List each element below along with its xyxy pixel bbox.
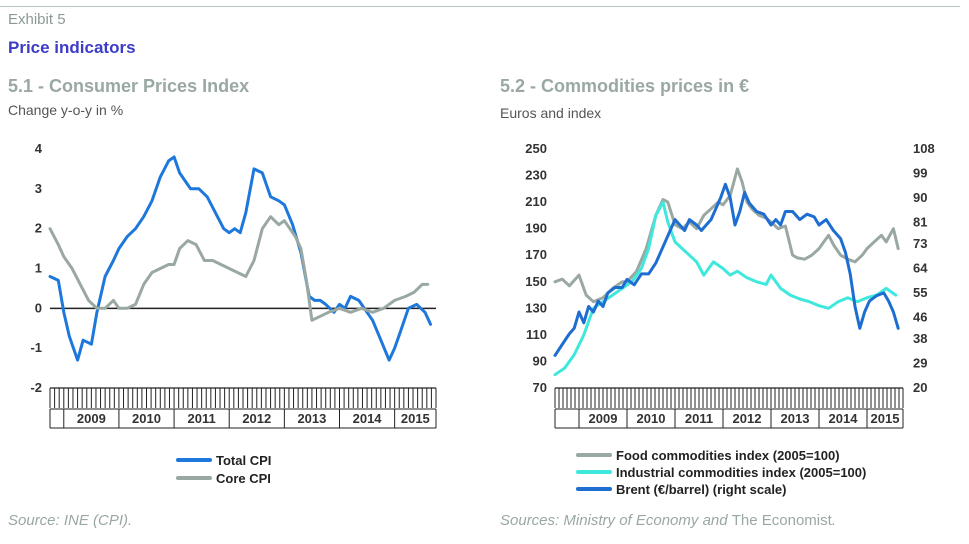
exhibit-title: Price indicators: [8, 38, 136, 57]
year-label: 2010: [637, 411, 666, 426]
legend-label: Core CPI: [216, 471, 271, 486]
y2-tick-label: 90: [913, 190, 927, 205]
y2-tick-label: 20: [913, 380, 927, 395]
y-tick-label: 190: [525, 221, 547, 236]
legend-label: Brent (€/barrel) (right scale): [616, 482, 787, 497]
y2-tick-label: 46: [913, 309, 927, 324]
year-label: 2013: [781, 411, 810, 426]
y2-tick-label: 108: [913, 141, 935, 156]
series-line-1: [48, 215, 430, 322]
series-line-1: [553, 200, 898, 377]
y-tick-label: 1: [35, 261, 42, 276]
legend-label: Food commodities index (2005=100): [616, 448, 840, 463]
year-label: 2011: [685, 411, 713, 426]
panel1-subtitle: Change y-o-y in %: [8, 102, 124, 118]
panel2-subtitle: Euros and index: [500, 105, 602, 121]
panel2-title: 5.2 - Commodities prices in €: [500, 76, 750, 96]
year-label: 2011: [188, 411, 216, 426]
y-tick-label: -1: [30, 340, 42, 355]
y-tick-label: 150: [525, 274, 547, 289]
y-tick-label: 250: [525, 141, 547, 156]
y-tick-label: -2: [30, 380, 42, 395]
y2-tick-label: 64: [913, 261, 928, 276]
year-label: 2015: [401, 411, 430, 426]
year-label: 2015: [871, 411, 900, 426]
legend-label: Industrial commodities index (2005=100): [616, 465, 866, 480]
series-line-2: [553, 182, 900, 357]
y-tick-label: 2: [35, 221, 42, 236]
year-label: 2012: [242, 411, 271, 426]
y2-tick-label: 81: [913, 214, 927, 229]
y-tick-label: 90: [533, 353, 547, 368]
y-tick-label: 110: [526, 327, 547, 342]
y2-tick-label: 29: [913, 356, 927, 371]
exhibit-label: Exhibit 5: [8, 11, 66, 28]
y2-tick-label: 99: [913, 165, 927, 180]
header-rule: [0, 6, 960, 7]
panel2-source: Sources: Ministry of Economy and The Eco…: [500, 512, 836, 529]
year-label: 2014: [829, 411, 859, 426]
y-tick-label: 70: [533, 380, 547, 395]
y-tick-label: 3: [35, 181, 42, 196]
y-tick-label: 210: [525, 194, 547, 209]
source-text-a: Sources: Ministry of Economy and: [500, 512, 732, 529]
y2-tick-label: 73: [913, 236, 927, 251]
y-tick-label: 130: [525, 300, 547, 315]
y2-tick-label: 38: [913, 331, 927, 346]
y2-tick-label: 55: [913, 285, 927, 300]
year-label: 2013: [297, 411, 326, 426]
panel1-source: Source: INE (CPI).: [8, 512, 133, 529]
y-tick-label: 170: [525, 247, 547, 262]
legend-label: Total CPI: [216, 453, 271, 468]
year-label: 2009: [77, 411, 106, 426]
source-text-c: .: [831, 512, 836, 529]
year-label: 2009: [589, 411, 618, 426]
year-label: 2010: [132, 411, 161, 426]
year-label: 2012: [733, 411, 762, 426]
year-label: 2014: [353, 411, 383, 426]
source-text-b: The Economist: [731, 512, 832, 529]
y-tick-label: 230: [525, 168, 547, 183]
y-tick-label: 4: [35, 141, 43, 156]
y-tick-label: 0: [35, 300, 42, 315]
panel1-title: 5.1 - Consumer Prices Index: [8, 76, 250, 96]
